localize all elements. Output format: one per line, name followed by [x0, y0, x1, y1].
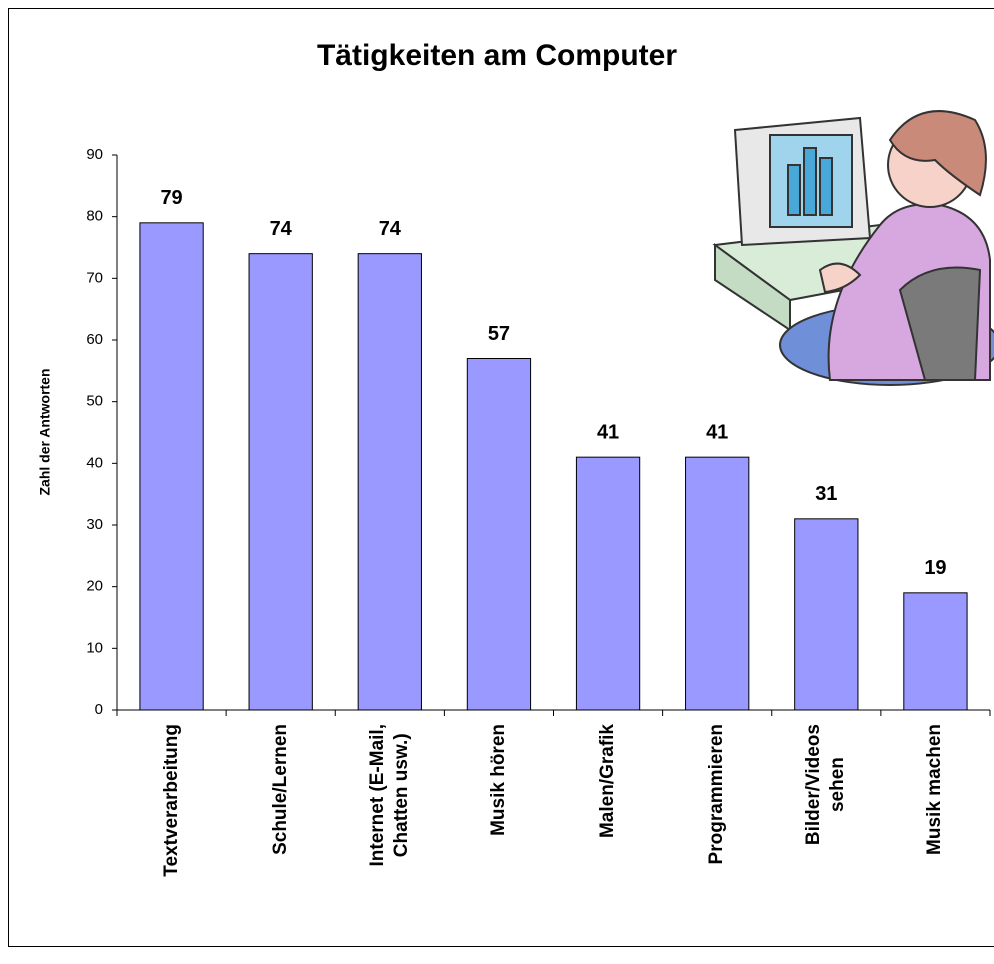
- y-tick-label: 0: [95, 701, 103, 718]
- x-tick-label: Malen/Grafik: [596, 724, 620, 964]
- x-tick-label: Schule/Lernen: [269, 724, 293, 964]
- y-tick-label: 90: [86, 146, 103, 163]
- x-tick-label-text: Schule/Lernen: [269, 724, 293, 855]
- y-tick-label: 60: [86, 331, 103, 348]
- value-label: 41: [706, 421, 728, 443]
- y-tick-label: 40: [86, 454, 103, 471]
- value-label: 19: [924, 557, 946, 579]
- bar: [795, 519, 858, 710]
- x-tick-label-text: Musik machen: [923, 724, 947, 855]
- x-tick-label-text: Bilder/Videos sehen: [802, 724, 850, 845]
- y-axis-title: Zahl der Antworten: [37, 368, 53, 495]
- x-tick-label: Internet (E-Mail, Chatten usw.): [366, 724, 414, 964]
- y-tick-label: 80: [86, 208, 103, 225]
- bar: [686, 457, 749, 710]
- x-tick-label: Musik machen: [923, 724, 947, 964]
- value-label: 41: [597, 421, 619, 443]
- bar: [467, 359, 530, 711]
- x-tick-label-text: Malen/Grafik: [596, 724, 620, 838]
- y-tick-label: 50: [86, 393, 103, 410]
- value-label: 57: [488, 323, 510, 345]
- value-label: 74: [270, 218, 293, 240]
- bar: [576, 457, 639, 710]
- x-tick-label-text: Textverarbeitung: [160, 724, 184, 877]
- value-label: 74: [379, 218, 402, 240]
- bar: [140, 223, 203, 710]
- y-tick-label: 10: [86, 639, 103, 656]
- page: {"chart_data": {"type": "bar", "title": …: [0, 0, 994, 949]
- bar: [904, 593, 967, 710]
- x-tick-label: Bilder/Videos sehen: [802, 724, 850, 964]
- x-tick-label-text: Internet (E-Mail, Chatten usw.): [366, 724, 414, 867]
- y-tick-label: 30: [86, 516, 103, 533]
- x-tick-label: Textverarbeitung: [160, 724, 184, 964]
- y-tick-label: 70: [86, 269, 103, 286]
- bar: [358, 254, 421, 710]
- x-tick-label-text: Musik hören: [487, 724, 511, 836]
- value-label: 31: [815, 483, 837, 505]
- x-tick-label-text: Programmieren: [705, 724, 729, 864]
- bar: [249, 254, 312, 710]
- chart-title: Tätigkeiten am Computer: [317, 39, 677, 72]
- value-label: 79: [160, 187, 182, 209]
- y-tick-label: 20: [86, 578, 103, 595]
- x-tick-label: Programmieren: [705, 724, 729, 964]
- x-tick-label: Musik hören: [487, 724, 511, 964]
